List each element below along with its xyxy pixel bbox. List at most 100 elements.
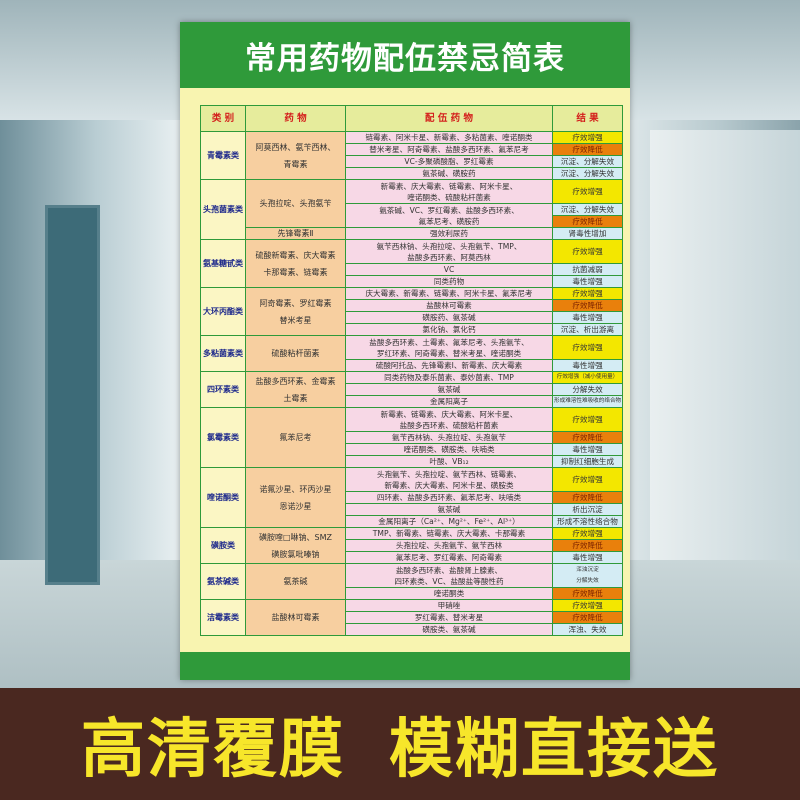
category-cell: 四环素类 [200,371,246,408]
category-cell: 大环丙酯类 [200,287,246,336]
combination-cell: 罗红霉素、替米考星 [345,611,553,624]
table-row: 四环素、盐酸多西环素、氟苯尼考、呋喃类 疗效降低 [201,491,623,504]
combination-cell: 强效利尿药 [345,227,553,240]
table-row: VC-多聚磷酸脂、罗红霉素 沉淀、分解失效 [201,155,623,168]
table-row: 磺胺类、氨茶碱 浑浊、失效 [201,623,623,636]
table-row: 盐酸林可霉素 疗效降低 [201,299,623,312]
combination-cell: 叶酸、VB₁₂ [345,455,553,468]
result-cell: 形成不溶性络合物 [552,515,623,528]
category-cell: 喹诺酮类 [200,467,246,528]
combination-cell: 盐酸多西环素、盐酸肾上腺素、 四环素类、VC、盐酸盐等酸性药 [345,563,553,588]
compatibility-table: 类 别 药 物 配 伍 药 物 结 果 青霉素类 阿莫西林、氨苄西林、 青霉素 链霉… [200,105,623,636]
table-row: 疗效降低 [201,215,623,228]
combination-cell: VC-多聚磷酸脂、罗红霉素 [345,155,553,168]
background-wall [650,130,800,560]
combination-cell: TMP、新霉素、链霉素、庆大霉素、卡那霉素 [345,527,553,540]
result-cell: 疗效增强 [552,239,623,264]
result-cell: 肾毒性增加 [552,227,623,240]
poster: 常用药物配伍禁忌简表 类 别 药 物 配 伍 药 物 结 果 青霉素类 阿莫西林、… [180,22,630,680]
combination-cell: 氟苯尼考、罗红霉素、阿奇霉素 [345,551,553,564]
result-cell: 毒性增强 [552,443,623,456]
table-row: 氨茶碱、VC、罗红霉素、盐酸多西环素、 氟苯尼考、磺胺药 沉淀、分解失效 [201,203,623,228]
table-row: 青霉素类 阿莫西林、氨苄西林、 青霉素 链霉素、阿米卡星、新霉素、多粘菌素、喹诺酮类… [200,131,623,180]
drug-cell: 磺胺喹□啉钠、SMZ 磺胺氯吡嗪钠 [245,527,346,564]
table-row: 洁霉素类 盐酸林可霉素 甲硝唑 疗效增强 [200,599,623,636]
combination-cell: 同类药物 [345,275,553,288]
banner-text-right: 模糊直接送 [389,713,719,787]
drug-cell: 头孢拉啶、头孢氨苄 [245,179,346,228]
table-row: 先锋霉素Ⅱ 强效利尿药 肾毒性增加 [201,227,623,240]
category-cell: 洁霉素类 [200,599,246,636]
drug-cell: 氟苯尼考 [245,407,346,468]
combination-cell: VC [345,263,553,276]
result-cell: 疗效降低 [552,587,623,600]
header-drug: 药 物 [245,105,346,132]
poster-title: 常用药物配伍禁忌简表 [245,40,565,77]
background-door [45,205,100,585]
table-row: 氨基糖甙类 硫酸新霉素、庆大霉素 卡那霉素、链霉素 氨苄西林钠、头孢拉啶、头孢氨苄、… [200,239,623,288]
table-row: 头孢菌素类 头孢拉啶、头孢氨苄 新霉素、庆大霉素、链霉素、阿米卡星、 喹诺酮类、硫酸… [200,179,623,240]
result-cell: 毒性增强 [552,359,623,372]
table-row: 罗红霉素、替米考星 疗效降低 [201,611,623,624]
result-cell: 疗效降低 [552,539,623,552]
result-cell: 疗效降低 [552,215,623,228]
result-cell: 形成难溶性难吸收的络合物 [552,395,623,408]
combination-cell: 氯化钠、氯化钙 [345,323,553,336]
table-row: 同类药物 毒性增强 [201,275,623,288]
promo-banner: 高清覆膜 模糊直接送 [0,688,800,800]
result-cell: 疗效降低 [552,143,623,156]
combination-cell: 喹诺酮类 [345,587,553,600]
drug-cell: 阿莫西林、氨苄西林、 青霉素 [245,131,346,180]
result-cell: 疗效降低 [552,491,623,504]
result-cell: 抑制红细胞生成 [552,455,623,468]
table-row: 喹诺酮类、磺胺类、呋喃类 毒性增强 [201,443,623,456]
combination-cell: 氨茶碱、磺胺药 [345,167,553,180]
combination-cell: 氨茶碱 [345,383,553,396]
category-cell: 氨茶碱类 [200,563,246,600]
poster-footer [180,652,630,680]
result-cell: 毒性增强 [552,311,623,324]
drug-cell: 氨茶碱 [245,563,346,600]
header-result: 结 果 [552,105,623,132]
combination-cell: 喹诺酮类、磺胺类、呋喃类 [345,443,553,456]
combination-cell: 金属阳离子 [345,395,553,408]
result-cell: 疗效增强 [552,527,623,540]
result-cell: 疗效增强 [552,599,623,612]
table-row: 氯化钠、氯化钙 沉淀、析出游离 [201,323,623,336]
table-row: VC 抗菌减弱 [201,263,623,276]
result-cell: 抗菌减弱 [552,263,623,276]
result-cell: 沉淀、析出游离 [552,323,623,336]
drug-cell: 硫酸新霉素、庆大霉素 卡那霉素、链霉素 [245,239,346,288]
table-row: 头孢拉啶、头孢氨苄、氨苄西林 疗效降低 [201,539,623,552]
table-row: 氨苄西林钠、头孢拉啶、头孢氨苄 疗效降低 [201,431,623,444]
combination-cell: 替米考星、阿奇霉素、盐酸多西环素、氟苯尼考 [345,143,553,156]
combination-cell: 链霉素、阿米卡星、新霉素、多粘菌素、喹诺酮类 [345,131,553,144]
table-row: 喹诺酮类 疗效降低 [201,587,623,600]
header-combination: 配 伍 药 物 [345,105,553,132]
table-row: 磺胺类 磺胺喹□啉钠、SMZ 磺胺氯吡嗪钠 TMP、新霉素、链霉素、庆大霉素、卡那霉… [200,527,623,564]
table-row: 多粘菌素类 硫酸粘杆菌素 盐酸多西环素、土霉素、氟苯尼考、头孢氨苄、 罗红环素、阿奇… [200,335,623,372]
drug-cell: 硫酸粘杆菌素 [245,335,346,372]
table-row: 硫酸阿托品、先锋霉素Ⅰ、新霉素、庆大霉素 毒性增强 [201,359,623,372]
combination-cell: 庆大霉素、新霉素、链霉素、阿米卡星、氟苯尼考 [345,287,553,300]
drug-cell: 先锋霉素Ⅱ [245,227,346,240]
table-row: 喹诺酮类 诺氟沙星、环丙沙星 恩诺沙星 头孢氨苄、头孢拉啶、氨苄西林、链霉素、 新霉… [200,467,623,528]
combination-cell: 头孢氨苄、头孢拉啶、氨苄西林、链霉素、 新霉素、庆大霉素、阿米卡星、磺胺类 [345,467,553,492]
result-cell: 疗效增强 [552,131,623,144]
result-cell: 沉淀、分解失效 [552,203,623,216]
combination-cell: 氨茶碱、VC、罗红霉素、盐酸多西环素、 氟苯尼考、磺胺药 [345,203,553,228]
result-cell: 疗效增强 [552,407,623,432]
category-cell: 青霉素类 [200,131,246,180]
combination-cell: 甲硝唑 [345,599,553,612]
combination-cell: 金属阳离子（Ca²⁺、Mg²⁺、Fe²⁺、Al³⁺） [345,515,553,528]
table-row: 氨茶碱 分解失效 [201,383,623,396]
table-row: 氨茶碱、磺胺药 沉淀、分解失效 [201,167,623,180]
result-cell: 浑浊、失效 [552,623,623,636]
table-row: 氯霉素类 氟苯尼考 新霉素、链霉素、庆大霉素、阿米卡星、 盐酸多西环素、硫酸粘杆菌素… [200,407,623,468]
combination-cell: 头孢拉啶、头孢氨苄、氨苄西林 [345,539,553,552]
result-cell: 毒性增强 [552,551,623,564]
result-cell: 沉淀、分解失效 [552,155,623,168]
table-row: 四环素类 盐酸多西环素、金霉素 土霉素 同类药物及泰乐菌素、泰妙菌素、TMP 疗效增强… [200,371,623,408]
result-cell: 疗效增强 [552,179,623,204]
result-cell: 疗效增强 [552,467,623,492]
